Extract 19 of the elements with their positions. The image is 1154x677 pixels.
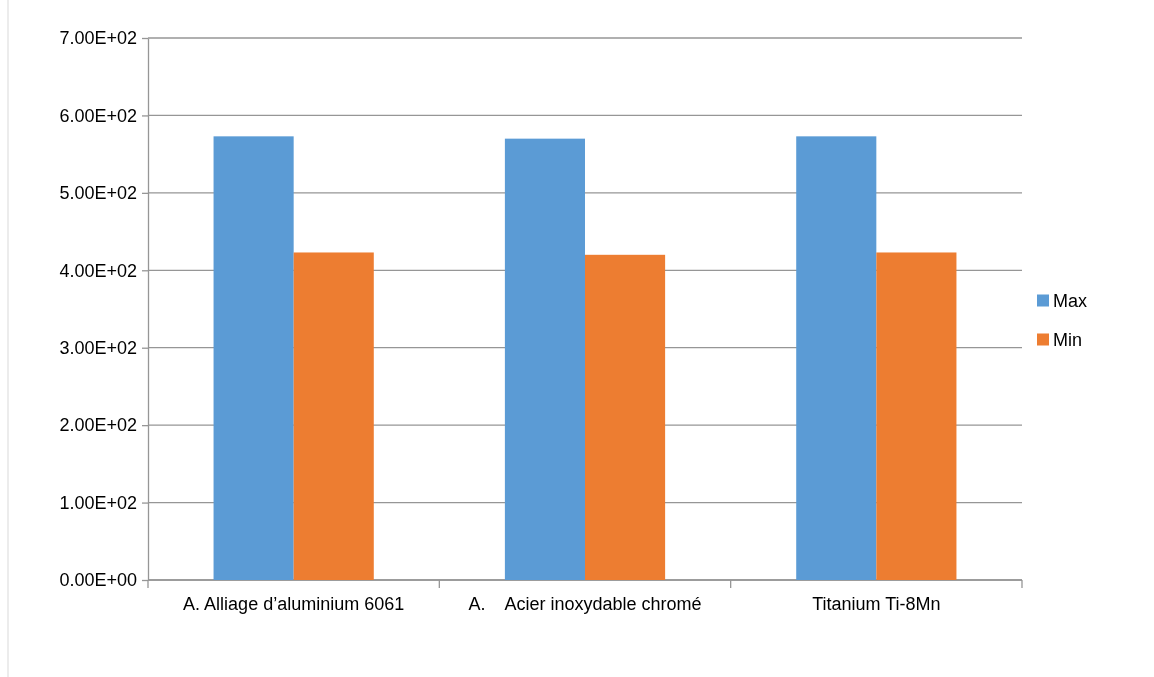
- y-tick-label: 2.00E+02: [59, 415, 137, 436]
- y-tick-label: 7.00E+02: [59, 28, 137, 49]
- bar: [293, 252, 374, 580]
- bar: [796, 136, 877, 580]
- x-tick-label: Titanium Ti-8Mn: [812, 594, 941, 614]
- x-tick-label: A. Acier inoxydable chromé: [468, 594, 702, 614]
- x-tick-label: A. Alliage d’aluminium 6061: [183, 594, 405, 614]
- y-tick-label: 1.00E+02: [59, 492, 137, 513]
- y-tick-label: 6.00E+02: [59, 105, 137, 126]
- legend-label: Min: [1053, 329, 1083, 350]
- bar: [585, 254, 666, 580]
- y-tick-label: 5.00E+02: [59, 183, 137, 204]
- y-tick-label: 4.00E+02: [59, 260, 137, 281]
- y-tick-label: 0.00E+00: [59, 570, 137, 591]
- bar: [213, 136, 294, 580]
- bar: [876, 252, 957, 580]
- legend-label: Max: [1053, 290, 1088, 311]
- y-tick-label: 3.00E+02: [59, 337, 137, 358]
- bar: [504, 138, 585, 580]
